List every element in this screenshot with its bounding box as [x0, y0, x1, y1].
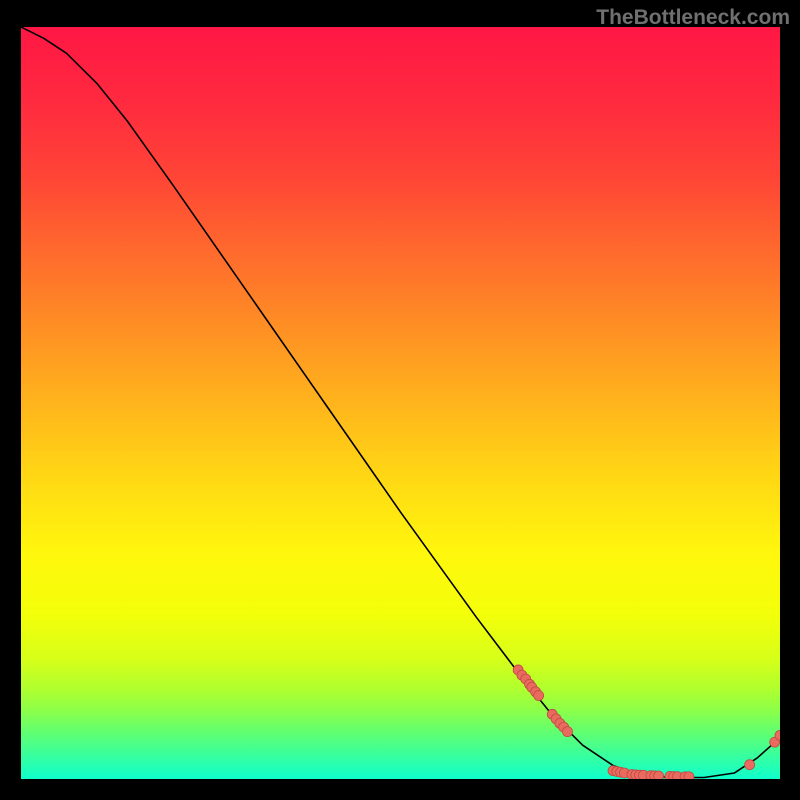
chart-container: TheBottleneck.com — [0, 0, 800, 800]
data-marker — [562, 727, 572, 737]
data-marker — [684, 772, 694, 779]
plot-area — [21, 27, 780, 779]
data-marker — [654, 771, 664, 779]
gradient-background — [21, 27, 780, 779]
data-marker — [534, 691, 544, 701]
data-marker — [745, 760, 755, 770]
watermark-text: TheBottleneck.com — [596, 6, 790, 30]
chart-svg — [21, 27, 780, 779]
